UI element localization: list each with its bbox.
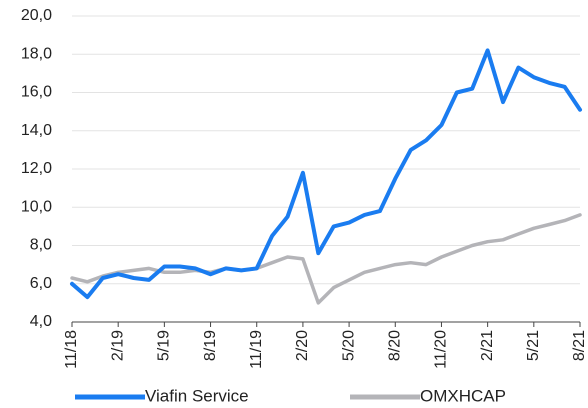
x-tick-label: 8/19 [202, 330, 219, 361]
x-tick-label: 2/19 [109, 330, 126, 361]
y-tick-label: 4,0 [30, 313, 52, 330]
legend-label: Viafin Service [145, 386, 249, 405]
x-tick-label: 2/20 [294, 330, 311, 361]
x-tick-label: 11/20 [433, 330, 450, 369]
y-tick-label: 6,0 [30, 275, 52, 292]
x-tick-label: 5/19 [156, 330, 173, 361]
legend-label: OMXHCAP [420, 386, 506, 405]
y-tick-label: 16,0 [21, 84, 52, 101]
x-tick-label: 11/18 [63, 330, 80, 369]
y-tick-label: 12,0 [21, 160, 52, 177]
series-line [70, 213, 582, 305]
x-tick-label: 5/20 [340, 330, 357, 361]
x-tick-label: 8/21 [571, 330, 588, 361]
x-tick-label: 8/20 [386, 330, 403, 361]
y-tick-label: 18,0 [21, 45, 52, 62]
y-tick-label: 14,0 [21, 122, 52, 139]
x-tick-label: 2/21 [479, 330, 496, 361]
x-tick-label: 11/19 [248, 330, 265, 369]
y-tick-label: 20,0 [21, 7, 52, 24]
series-line [70, 48, 582, 300]
y-tick-label: 8,0 [30, 237, 52, 254]
y-tick-label: 10,0 [21, 198, 52, 215]
x-tick-label: 5/21 [525, 330, 542, 361]
